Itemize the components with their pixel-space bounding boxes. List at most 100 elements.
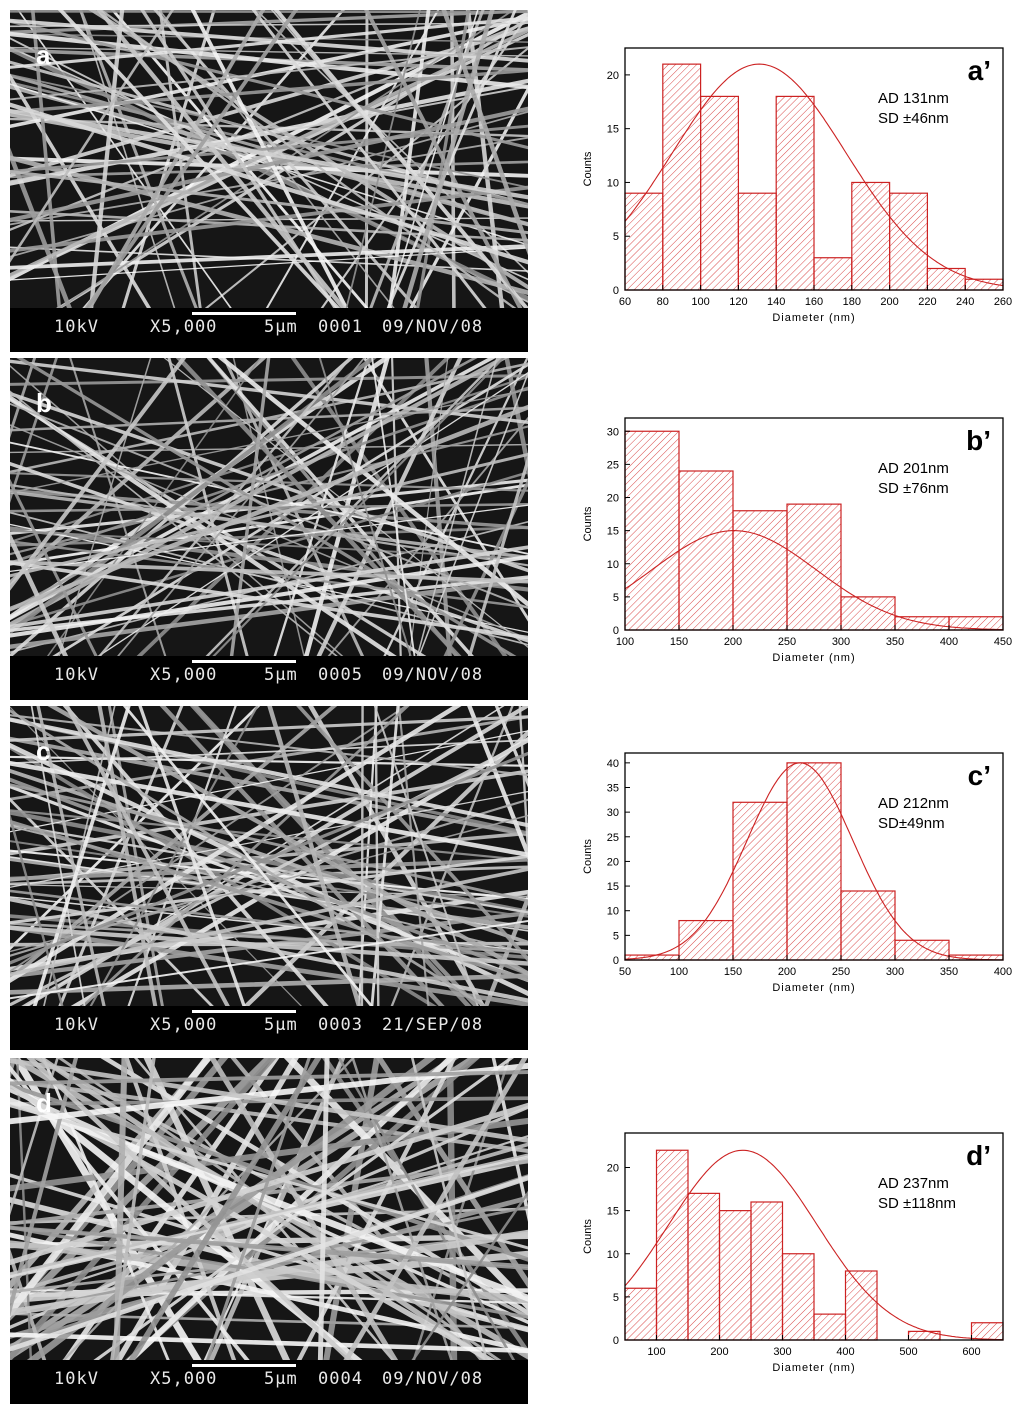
gaussian-fit-curve (625, 530, 1003, 630)
fiber-texture (10, 358, 528, 656)
fiber-strands (10, 10, 528, 308)
x-tick-label: 300 (886, 966, 904, 978)
histogram-bar (624, 192, 664, 291)
image-date: 21/SEP/08 (382, 1015, 484, 1035)
x-tick-label: 250 (832, 966, 850, 978)
histogram-bar (678, 919, 734, 961)
x-tick-label: 180 (843, 296, 861, 308)
x-tick-label: 600 (962, 1346, 980, 1358)
y-tick-label: 20 (607, 70, 619, 82)
panel-label: c (36, 736, 51, 766)
chart-panel-label: d’ (966, 1140, 991, 1171)
stat-annotation: AD 131nm (878, 90, 949, 107)
x-tick-label: 200 (724, 636, 742, 648)
histogram-bar (737, 192, 777, 291)
y-tick-label: 10 (607, 906, 619, 918)
histogram-bar (624, 1287, 658, 1341)
histogram-bar (662, 63, 702, 291)
x-tick-label: 220 (918, 296, 936, 308)
x-tick-label: 60 (619, 296, 631, 308)
histogram-bar (781, 1253, 815, 1341)
scale-text: 5µm (264, 1015, 298, 1035)
histogram-svg: 60 80 100 120 140 160 180 200 220 240 260 0 5 10 15 20 D… (582, 47, 1012, 324)
histogram-bar (775, 95, 815, 291)
x-tick-label: 400 (940, 636, 958, 648)
panel-label: d (36, 1088, 52, 1118)
x-tick-label: 240 (956, 296, 974, 308)
panel-label: a (36, 40, 51, 70)
histogram-bar (786, 503, 842, 631)
histogram-bar (624, 430, 680, 631)
fiber-strands (10, 706, 528, 1006)
y-tick-label: 10 (607, 559, 619, 571)
image-number: 0001 (318, 317, 363, 337)
y-axis-label: Counts (582, 506, 594, 541)
scale-bar (192, 1364, 296, 1367)
y-axis-label: Counts (582, 151, 594, 186)
y-tick-label: 5 (613, 1292, 619, 1304)
x-tick-label: 350 (886, 636, 904, 648)
scale-bar (192, 660, 296, 663)
y-tick-label: 30 (607, 426, 619, 438)
x-tick-label: 300 (773, 1346, 791, 1358)
stat-annotation: AD 212nm (878, 795, 949, 812)
plot-frame (624, 1132, 1004, 1341)
voltage-text: 10kV (54, 1015, 99, 1035)
y-tick-label: 5 (613, 930, 619, 942)
histogram-svg: 50 100 150 200 250 300 350 400 0 5 10 15 20 25 30 35 40 D… (582, 752, 1012, 994)
x-tick-label: 150 (670, 636, 688, 648)
fiber-texture (10, 10, 528, 308)
stat-annotation: SD ±118nm (878, 1195, 956, 1212)
sem-image-c: c 10kV X5,000 5µm 0003 21/SEP/08 (10, 706, 528, 1050)
voltage-text: 10kV (54, 665, 99, 685)
sem-info-bar: 10kV X5,000 5µm 0004 09/NOV/08 (10, 1360, 528, 1404)
y-axis-label: Counts (582, 839, 594, 874)
gaussian-fit-curve (625, 762, 1003, 960)
y-tick-label: 25 (607, 832, 619, 844)
x-tick-label: 200 (778, 966, 796, 978)
chart-panel-label: a’ (968, 55, 991, 86)
stat-annotation: SD ±46nm (878, 110, 949, 127)
x-tick-label: 100 (691, 296, 709, 308)
scale-bar (192, 312, 296, 315)
scale-text: 5µm (264, 665, 298, 685)
x-tick-label: 200 (880, 296, 898, 308)
histogram-bar (894, 939, 950, 961)
histogram-svg: 100 150 200 250 300 350 400 450 0 5 10 15 20 25 30 Diam… (582, 417, 1012, 664)
x-tick-label: 260 (994, 296, 1012, 308)
plot-frame (624, 752, 1004, 961)
histogram-bar (750, 1201, 784, 1341)
x-axis-label: Diameter (nm) (772, 312, 855, 324)
histogram-bar (732, 510, 788, 631)
sem-info-bar: 10kV X5,000 5µm 0003 21/SEP/08 (10, 1006, 528, 1050)
y-axis-label: Counts (582, 1219, 594, 1254)
fiber-strands (10, 1058, 528, 1360)
y-tick-label: 15 (607, 526, 619, 538)
fiber-strands (10, 358, 528, 656)
y-tick-label: 20 (607, 856, 619, 868)
histogram-bar (844, 1270, 878, 1341)
histogram-bar (718, 1210, 752, 1341)
histogram-d: 100 200 300 400 500 600 0 5 10 15 20 Diameter (nm) C… (540, 1115, 1020, 1380)
gaussian-fit-curve (625, 63, 1003, 287)
x-tick-label: 160 (805, 296, 823, 308)
x-tick-label: 250 (778, 636, 796, 648)
y-tick-label: 20 (607, 493, 619, 505)
y-tick-label: 10 (607, 177, 619, 189)
x-axis-label: Diameter (nm) (772, 1362, 855, 1374)
histogram-bar (687, 1192, 721, 1341)
chart-panel-label: c’ (968, 760, 991, 791)
x-tick-label: 100 (616, 636, 634, 648)
x-axis-label: Diameter (nm) (772, 982, 855, 994)
chart-panel-label: b’ (966, 425, 991, 456)
histogram-bar (700, 95, 740, 291)
image-number: 0005 (318, 665, 363, 685)
histogram-c: 50 100 150 200 250 300 350 400 0 5 10 15 20 25 30 35 40 D… (540, 735, 1020, 1000)
image-number: 0004 (318, 1369, 363, 1389)
stat-annotation: AD 201nm (878, 460, 949, 477)
y-tick-label: 0 (613, 625, 619, 637)
gaussian-fit-curve (625, 1149, 1003, 1340)
x-axis-label: Diameter (nm) (772, 652, 855, 664)
y-tick-label: 35 (607, 783, 619, 795)
histogram-bar (840, 890, 896, 961)
